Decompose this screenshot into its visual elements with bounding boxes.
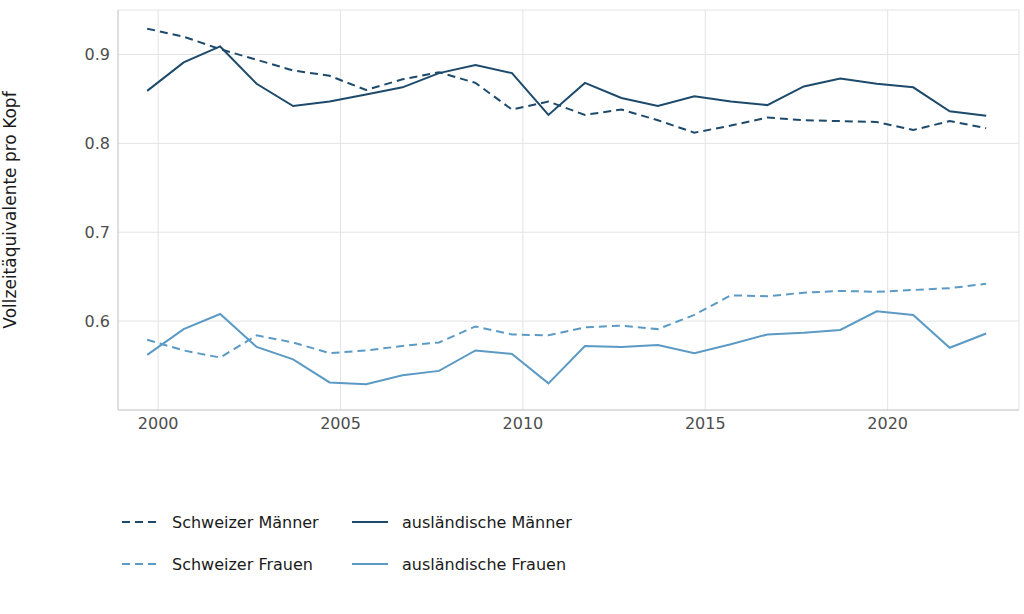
svg-text:2020: 2020 — [867, 414, 908, 433]
svg-text:2010: 2010 — [503, 414, 544, 433]
svg-text:2005: 2005 — [320, 414, 361, 433]
svg-text:0.8: 0.8 — [85, 134, 110, 153]
html-text:Schweizer Männer: Schweizer Männer — [172, 512, 319, 532]
svg-text:0.7: 0.7 — [85, 223, 110, 242]
svg-text:2000: 2000 — [138, 414, 179, 433]
html-text:ausländische Männer: ausländische Männer — [402, 512, 572, 532]
svg-text:2015: 2015 — [685, 414, 726, 433]
html-text:ausländische Frauen: ausländische Frauen — [402, 554, 566, 574]
html-text:Schweizer Frauen: Schweizer Frauen — [172, 554, 313, 574]
svg-text:Vollzeitäquivalente pro Kopf: Vollzeitäquivalente pro Kopf — [8, 90, 20, 328]
svg-text:0.6: 0.6 — [85, 312, 110, 331]
svg-text:0.9: 0.9 — [85, 45, 110, 64]
